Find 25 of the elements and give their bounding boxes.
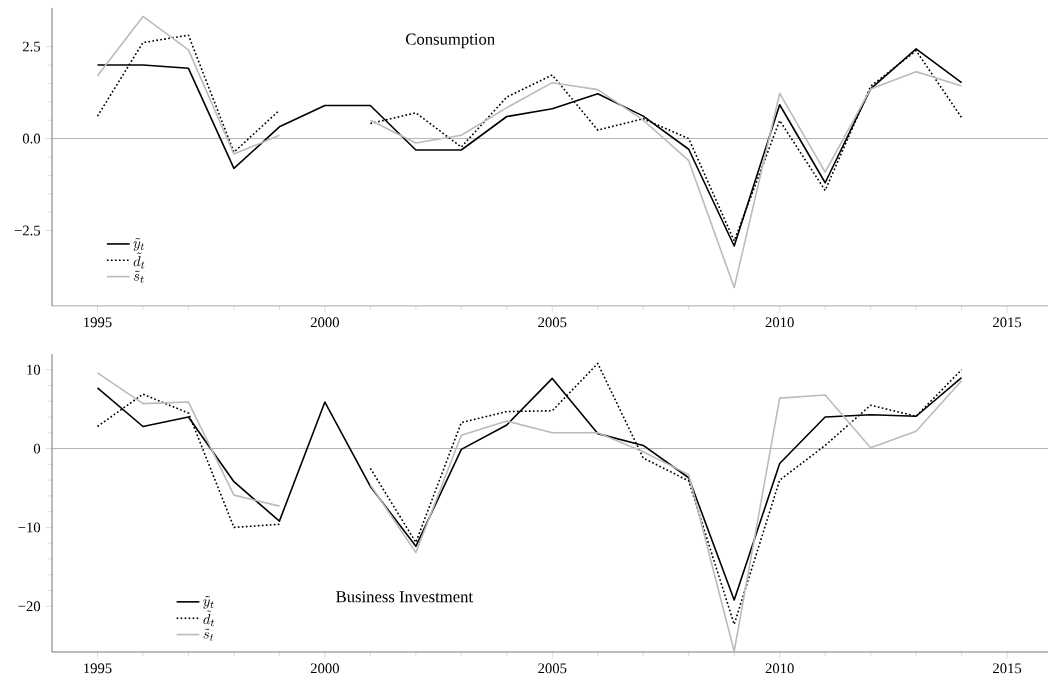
legend-label: $\tilde{d}_t$ bbox=[133, 252, 145, 269]
x-tick-label: 2010 bbox=[765, 663, 794, 674]
y-tick-label: −10 bbox=[18, 522, 41, 533]
y-tick-label: 10 bbox=[27, 364, 41, 375]
legend-label: $\tilde{y}_t$ bbox=[133, 238, 144, 251]
x-tick-label: 2000 bbox=[310, 317, 339, 328]
x-tick-label: 2005 bbox=[538, 317, 567, 328]
legend-label: $\tilde{d}_t$ bbox=[203, 610, 215, 627]
x-tick-label: 1995 bbox=[84, 663, 112, 674]
x-tick-label: 2015 bbox=[993, 663, 1022, 674]
x-tick-label: 2000 bbox=[310, 663, 339, 674]
y-tick-label: 0 bbox=[33, 443, 41, 454]
x-tick-label: 2015 bbox=[993, 317, 1022, 328]
y-tick-label: 0.0 bbox=[22, 133, 41, 144]
text: Consumption bbox=[406, 33, 495, 49]
legend-label: $\tilde{s}_t$ bbox=[133, 270, 144, 283]
text: Business Investment bbox=[336, 591, 473, 603]
legend-label: $\tilde{y}_t$ bbox=[203, 595, 214, 609]
y-tick-label: 2.5 bbox=[22, 41, 41, 52]
x-tick-label: 2010 bbox=[765, 317, 794, 328]
legend-label: $\tilde{s}_t$ bbox=[203, 628, 214, 641]
y-tick-label: −2.5 bbox=[14, 225, 41, 236]
x-tick-label: 2005 bbox=[538, 663, 567, 674]
y-tick-label: −20 bbox=[18, 601, 41, 612]
x-tick-label: 1995 bbox=[84, 317, 112, 328]
